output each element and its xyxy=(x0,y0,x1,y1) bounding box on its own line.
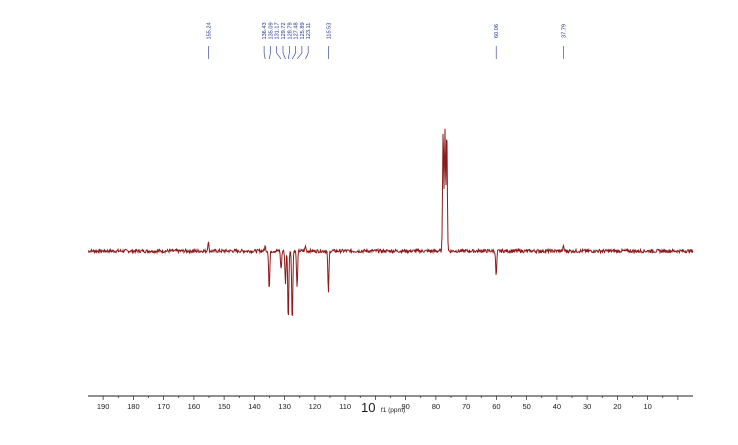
x-tick-label: 20 xyxy=(613,402,621,411)
x-tick-label: 120 xyxy=(309,402,322,411)
x-tick-label: 110 xyxy=(339,402,351,411)
peak-label: 123.11 xyxy=(306,23,312,40)
peak-label-leader xyxy=(268,46,271,60)
spectrum-layer xyxy=(87,128,694,316)
x-tick-label: 40 xyxy=(553,402,561,411)
peak-label-leader xyxy=(296,46,303,60)
x-tick-label: 150 xyxy=(218,402,231,411)
peak-label-leader xyxy=(276,46,282,60)
x-tick-label: 70 xyxy=(462,402,470,411)
x-tick-label: 140 xyxy=(248,402,261,411)
peak-label-leader xyxy=(291,46,296,60)
peak-label-leader xyxy=(305,46,309,60)
x-tick-label: 170 xyxy=(157,402,170,411)
peak-label-leader xyxy=(263,46,266,60)
x-tick-label: 180 xyxy=(127,402,140,411)
peak-label: 131.17 xyxy=(275,22,281,39)
x-tick-label: 80 xyxy=(432,402,440,411)
peak-label: 115.53 xyxy=(326,23,332,40)
x-tick-label: 130 xyxy=(278,402,291,411)
x-tick-label: 30 xyxy=(583,402,591,411)
peak-label: 155.24 xyxy=(206,22,212,39)
x-tick-label: 190 xyxy=(97,402,110,411)
peak-label: 135.09 xyxy=(268,22,274,39)
peak-label-leader xyxy=(288,46,290,60)
x-tick-label: 60 xyxy=(492,402,500,411)
peak-label: 129.72 xyxy=(281,22,287,39)
peak-label: 125.89 xyxy=(300,22,306,39)
x-axis: 190 180 170 160 150 140 130 120 110 90 80 70 60 50 40 3… xyxy=(88,395,693,411)
x-tick-label: 160 xyxy=(188,402,201,411)
peak-label: 127.48 xyxy=(294,22,300,39)
x-tick-label: 10 xyxy=(643,402,651,411)
peak-label-leader xyxy=(282,46,286,60)
peak-label-layer: 155.24 136.43 135.09 131.17 129.72 128.79 127.… xyxy=(206,22,568,60)
x-tick-label: 50 xyxy=(522,402,530,411)
overlay-text: 10 xyxy=(361,400,375,415)
x-axis-label: f1 (ppm) xyxy=(381,407,405,414)
peak-label: 37.79 xyxy=(562,24,568,38)
peak-label: 60.06 xyxy=(494,24,500,38)
peak-label: 128.79 xyxy=(287,22,293,39)
spectrum-trace xyxy=(87,128,694,316)
peak-label: 136.43 xyxy=(262,22,268,39)
x-tick-label: 90 xyxy=(401,402,409,411)
